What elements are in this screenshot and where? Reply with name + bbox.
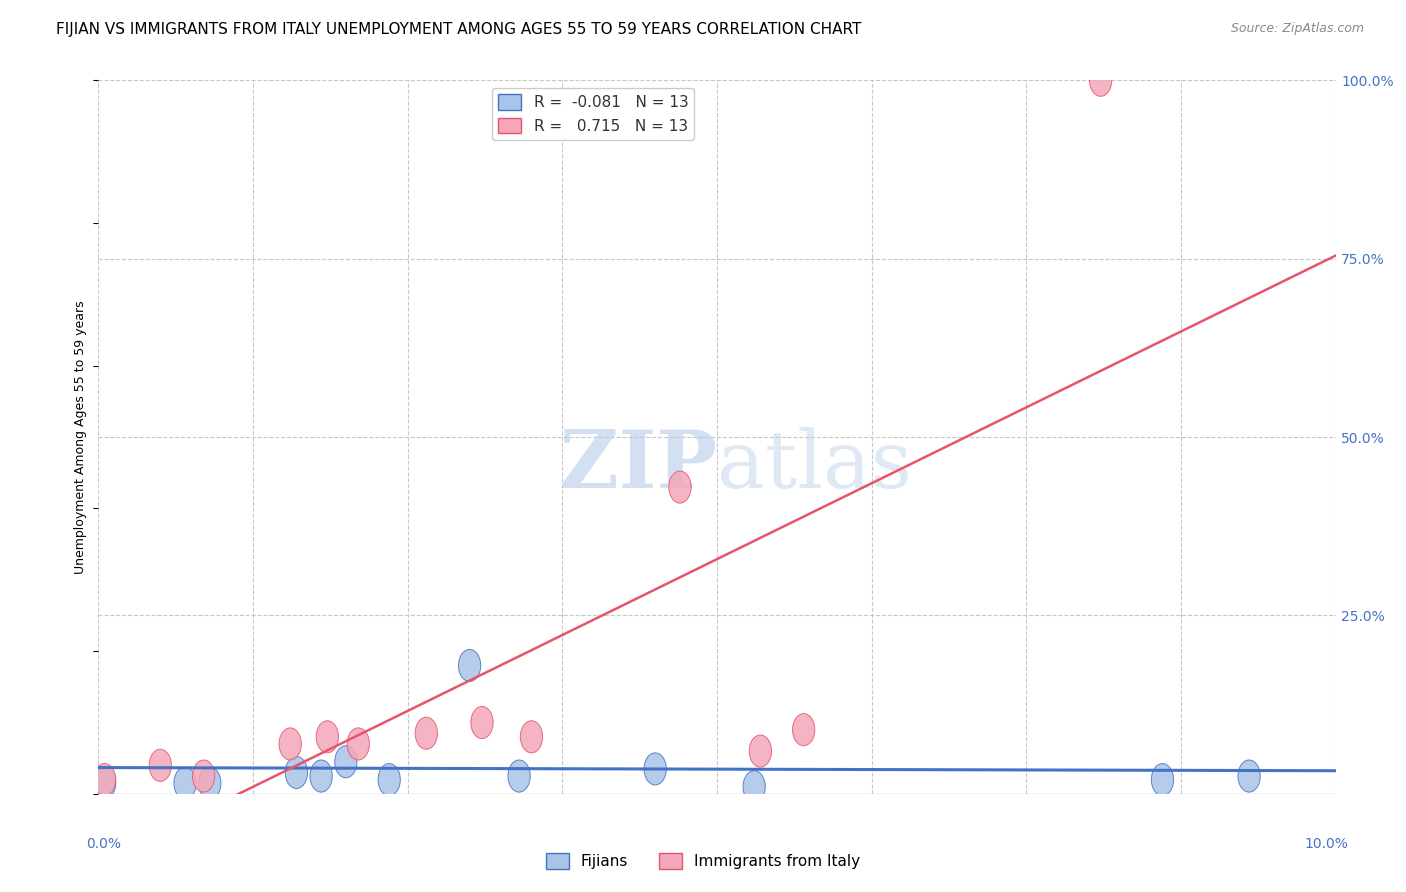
Ellipse shape (278, 728, 301, 760)
Ellipse shape (471, 706, 494, 739)
Text: ZIP: ZIP (560, 426, 717, 505)
Ellipse shape (508, 760, 530, 792)
Legend: R =  -0.081   N = 13, R =   0.715   N = 13: R = -0.081 N = 13, R = 0.715 N = 13 (492, 88, 695, 140)
Ellipse shape (669, 471, 692, 503)
Ellipse shape (793, 714, 815, 746)
Ellipse shape (335, 746, 357, 778)
Ellipse shape (1090, 64, 1112, 96)
Ellipse shape (378, 764, 401, 796)
Ellipse shape (415, 717, 437, 749)
Legend: Fijians, Immigrants from Italy: Fijians, Immigrants from Italy (540, 847, 866, 875)
Ellipse shape (149, 749, 172, 781)
Ellipse shape (644, 753, 666, 785)
Text: FIJIAN VS IMMIGRANTS FROM ITALY UNEMPLOYMENT AMONG AGES 55 TO 59 YEARS CORRELATI: FIJIAN VS IMMIGRANTS FROM ITALY UNEMPLOY… (56, 22, 862, 37)
Ellipse shape (193, 760, 215, 792)
Ellipse shape (749, 735, 772, 767)
Ellipse shape (285, 756, 308, 789)
Text: 10.0%: 10.0% (1305, 837, 1348, 851)
Text: atlas: atlas (717, 426, 912, 505)
Ellipse shape (309, 760, 332, 792)
Ellipse shape (520, 721, 543, 753)
Text: 0.0%: 0.0% (86, 837, 121, 851)
Ellipse shape (742, 771, 765, 803)
Ellipse shape (174, 767, 197, 799)
Y-axis label: Unemployment Among Ages 55 to 59 years: Unemployment Among Ages 55 to 59 years (73, 301, 87, 574)
Ellipse shape (1237, 760, 1260, 792)
Ellipse shape (198, 767, 221, 799)
Ellipse shape (93, 764, 115, 796)
Ellipse shape (1152, 764, 1174, 796)
Text: Source: ZipAtlas.com: Source: ZipAtlas.com (1230, 22, 1364, 36)
Ellipse shape (316, 721, 339, 753)
Ellipse shape (93, 767, 115, 799)
Ellipse shape (458, 649, 481, 681)
Ellipse shape (347, 728, 370, 760)
